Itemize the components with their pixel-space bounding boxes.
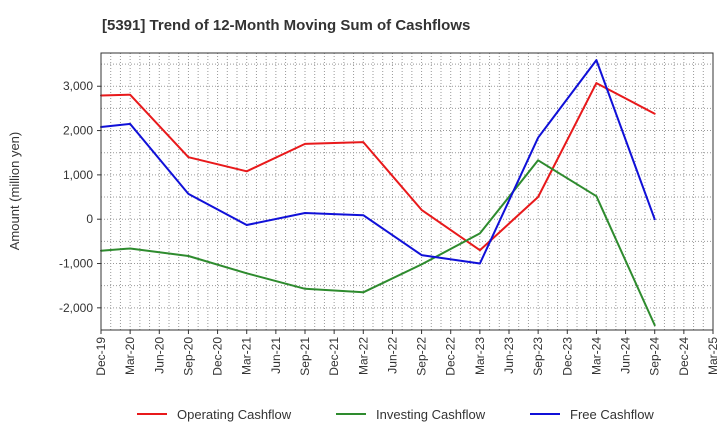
y-tick-label: 1,000 bbox=[63, 168, 93, 182]
legend: Operating Cashflow Investing Cashflow Free… bbox=[137, 407, 654, 422]
series-line-operating-cashflow bbox=[100, 82, 656, 252]
y-axis-label: Amount (million yen) bbox=[7, 132, 22, 251]
series-line-investing-cashflow bbox=[100, 159, 656, 327]
legend-label-investing-cashflow: Investing Cashflow bbox=[376, 407, 486, 422]
chart-title: [5391] Trend of 12-Month Moving Sum of C… bbox=[102, 17, 470, 34]
x-tick-label: Jun-22 bbox=[385, 337, 399, 374]
x-tick-label: Dec-24 bbox=[677, 337, 691, 376]
x-tick-label: Dec-21 bbox=[327, 337, 341, 376]
x-tick-label: Jun-24 bbox=[619, 337, 633, 374]
x-tick-label: Mar-24 bbox=[589, 337, 603, 375]
x-tick-label: Jun-21 bbox=[269, 337, 283, 374]
grid bbox=[101, 53, 713, 330]
y-tick-label: 2,000 bbox=[63, 124, 93, 138]
x-tick-label: Dec-22 bbox=[444, 337, 458, 376]
x-tick-label: Jun-23 bbox=[502, 337, 516, 374]
x-tick-labels: Dec-19 Mar-20 Jun-20 Sep-20 Dec-20 Mar-21 Jun-… bbox=[94, 330, 720, 376]
x-tick-label: Sep-20 bbox=[181, 337, 195, 376]
x-tick-label: Dec-23 bbox=[560, 337, 574, 376]
x-tick-label: Mar-23 bbox=[473, 337, 487, 375]
legend-label-operating-cashflow: Operating Cashflow bbox=[177, 407, 292, 422]
y-tick-label: -1,000 bbox=[59, 257, 93, 271]
y-tick-label: 3,000 bbox=[63, 79, 93, 93]
y-tick-labels: 3,000 2,000 1,000 0 -1,000 -2,000 bbox=[59, 79, 101, 315]
x-tick-label: Mar-25 bbox=[706, 337, 720, 375]
legend-label-free-cashflow: Free Cashflow bbox=[570, 407, 654, 422]
x-tick-label: Dec-20 bbox=[211, 337, 225, 376]
y-tick-label: 0 bbox=[86, 212, 93, 226]
x-tick-label: Dec-19 bbox=[94, 337, 108, 376]
x-tick-label: Mar-20 bbox=[123, 337, 137, 375]
x-tick-label: Sep-22 bbox=[415, 337, 429, 376]
x-tick-label: Sep-24 bbox=[648, 337, 662, 376]
x-tick-label: Mar-21 bbox=[240, 337, 254, 375]
series-lines bbox=[100, 59, 656, 327]
series-line-free-cashflow bbox=[100, 59, 656, 265]
x-tick-label: Sep-21 bbox=[298, 337, 312, 376]
y-tick-label: -2,000 bbox=[59, 301, 93, 315]
x-tick-label: Mar-22 bbox=[356, 337, 370, 375]
plot-area-frame bbox=[100, 52, 714, 331]
x-tick-label: Sep-23 bbox=[531, 337, 545, 376]
x-tick-label: Jun-20 bbox=[152, 337, 166, 374]
